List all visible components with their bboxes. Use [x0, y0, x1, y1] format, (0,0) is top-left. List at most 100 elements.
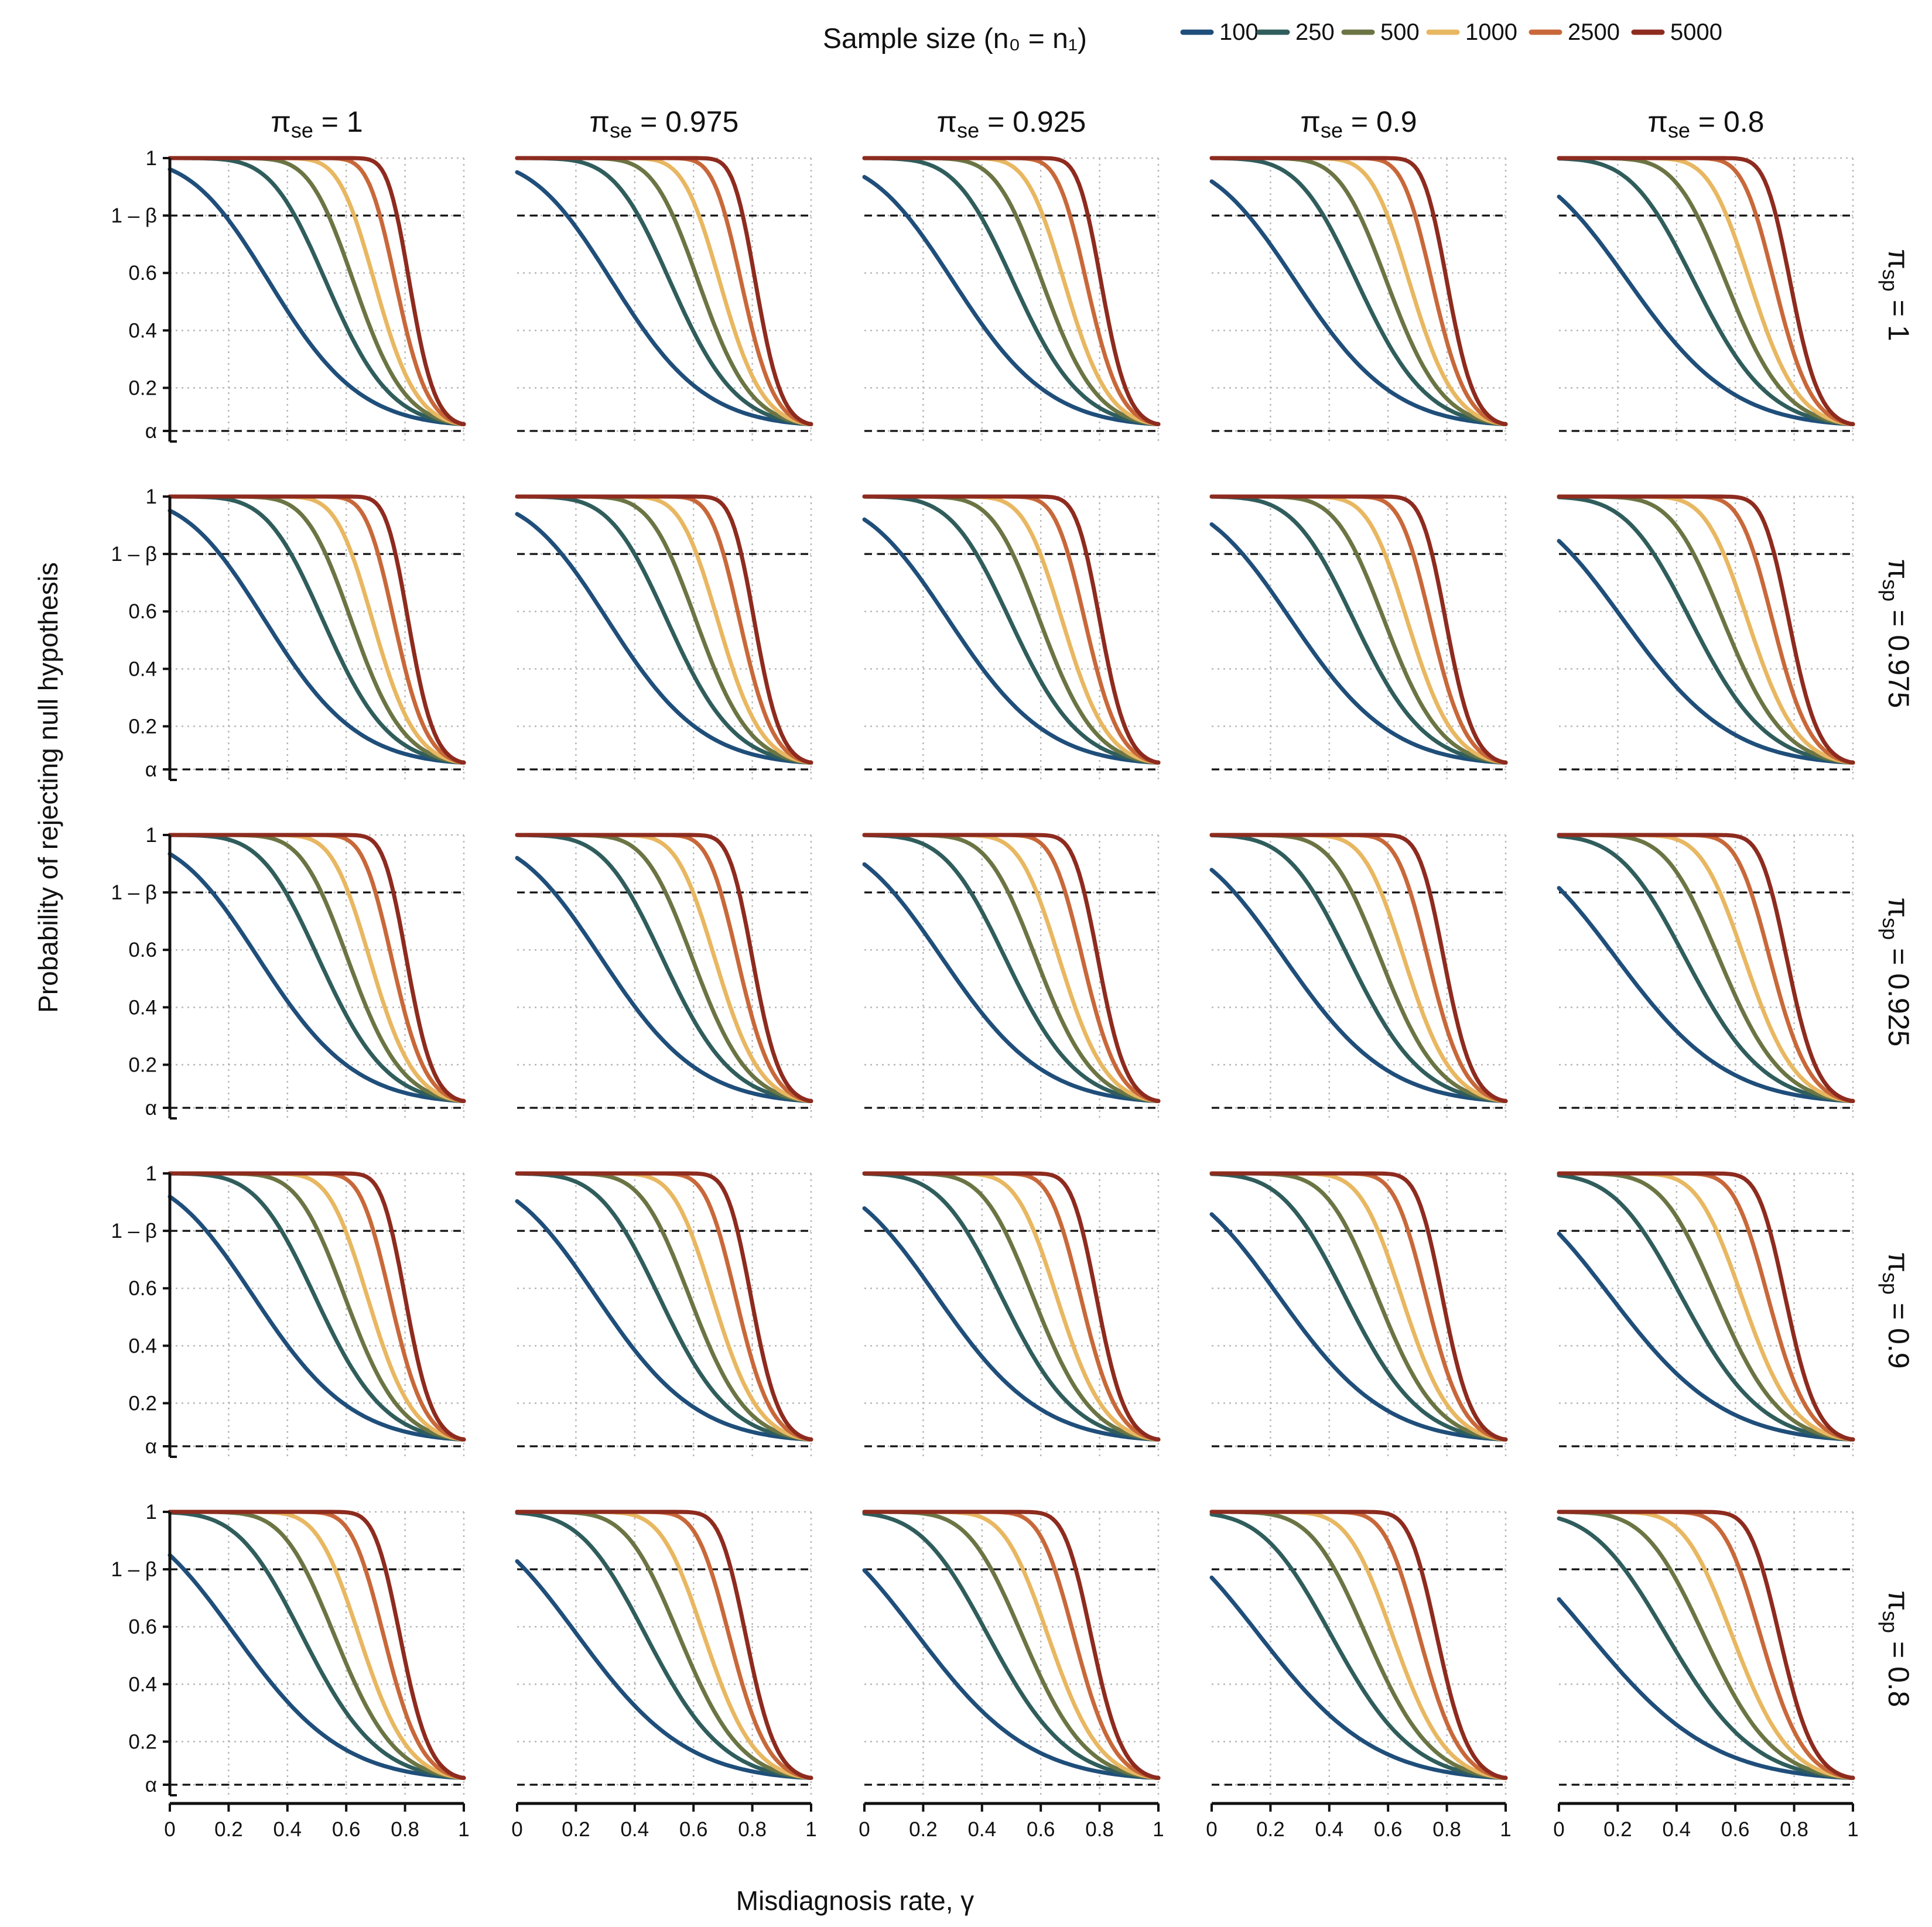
series-100 — [1209, 522, 1508, 765]
series-100 — [167, 851, 466, 1103]
series-5000 — [862, 156, 1161, 426]
x-tick-label: 0.6 — [1374, 1818, 1403, 1841]
series-250 — [1209, 494, 1508, 765]
x-tick-label: 0.6 — [1721, 1818, 1750, 1841]
panel-r1-c5 — [1557, 156, 1855, 444]
legend-label-250: 250 — [1295, 19, 1335, 45]
series-500 — [1557, 1510, 1855, 1780]
series-5000 — [862, 833, 1161, 1103]
legend-title: Sample size (n₀ = n₁) — [823, 23, 1087, 54]
series-2500 — [1557, 156, 1855, 426]
row-title-4: πsp = 0.9 — [1878, 1252, 1915, 1368]
y-tick-label: α — [145, 420, 157, 443]
column-title-5: πse = 0.8 — [1647, 105, 1764, 142]
column-title-4: πse = 0.9 — [1300, 105, 1417, 142]
series-2500 — [1557, 833, 1855, 1103]
panel-r3-c1: α 0.2 0.4 0.6 1 – β 1 — [111, 824, 466, 1121]
x-tick-label: 0 — [164, 1818, 175, 1841]
x-tick-label: 0.8 — [1432, 1818, 1461, 1841]
y-tick-label: 1 — [146, 824, 157, 847]
y-tick-label: 0.6 — [128, 939, 157, 961]
series-5000 — [1557, 1171, 1855, 1442]
x-tick-label: 0 — [511, 1818, 522, 1841]
y-tick-label: α — [145, 758, 157, 781]
series-100 — [1557, 886, 1855, 1103]
series-1000 — [167, 1510, 466, 1780]
series-500 — [862, 1171, 1161, 1442]
series-250 — [862, 156, 1161, 426]
series-250 — [1557, 1173, 1855, 1442]
y-tick-label: 0.4 — [128, 658, 157, 680]
x-tick-label: 0.8 — [1085, 1818, 1114, 1841]
y-tick-label: 0.4 — [128, 1334, 157, 1357]
series-1000 — [167, 156, 466, 426]
y-tick-label: 0.2 — [128, 1053, 157, 1076]
y-tick-label: 0.4 — [128, 319, 157, 342]
series-2500 — [515, 833, 813, 1103]
y-tick-label: 0.2 — [128, 715, 157, 738]
x-tick-label: 0.4 — [273, 1818, 302, 1841]
series-100 — [862, 517, 1161, 765]
y-tick-label: 1 — [146, 1162, 157, 1185]
series-100 — [515, 855, 813, 1103]
y-tick-label: 0.4 — [128, 996, 157, 1019]
series-5000 — [862, 1510, 1161, 1780]
y-tick-label: α — [145, 1774, 157, 1796]
panel-r4-c3 — [862, 1171, 1161, 1459]
x-tick-label: 0.6 — [332, 1818, 361, 1841]
series-100 — [1209, 179, 1508, 426]
row-title-3: πsp = 0.925 — [1878, 898, 1915, 1047]
x-tick-label: 0 — [1553, 1818, 1564, 1841]
series-5000 — [167, 156, 466, 426]
panel-r1-c1: α 0.2 0.4 0.6 1 – β 1 — [111, 147, 466, 444]
y-axis-title: Probability of rejecting null hypothesis — [33, 562, 63, 1013]
series-100 — [1209, 1212, 1508, 1442]
series-100 — [862, 1568, 1161, 1780]
x-tick-label: 1 — [1847, 1818, 1858, 1841]
panel-r2-c3 — [862, 494, 1161, 782]
y-tick-label: 0.6 — [128, 262, 157, 285]
panel-r1-c2 — [515, 156, 813, 444]
series-250 — [167, 833, 466, 1103]
series-1000 — [1557, 156, 1855, 426]
x-tick-label: 0 — [859, 1818, 870, 1841]
series-5000 — [167, 1510, 466, 1780]
series-5000 — [1557, 1510, 1855, 1780]
series-100 — [515, 1559, 813, 1780]
panel-r4-c1: α 0.2 0.4 0.6 1 – β 1 — [111, 1162, 466, 1459]
y-tick-label: 1 — [146, 485, 157, 508]
panel-r1-c4 — [1209, 156, 1508, 444]
series-100 — [862, 862, 1161, 1103]
panel-r2-c5 — [1557, 494, 1855, 782]
x-tick-label: 0.2 — [1603, 1818, 1632, 1841]
series-100 — [862, 174, 1161, 426]
series-250 — [167, 156, 466, 426]
panel-r5-c4: 0 0.2 0.4 0.6 0.8 1 — [1206, 1510, 1512, 1841]
panel-r2-c4 — [1209, 494, 1508, 782]
series-250 — [515, 494, 813, 765]
x-tick-label: 0.8 — [738, 1818, 767, 1841]
series-1000 — [1209, 1171, 1508, 1442]
series-250 — [515, 1171, 813, 1442]
series-2500 — [1209, 156, 1508, 426]
series-500 — [1209, 833, 1508, 1103]
x-tick-label: 0.6 — [679, 1818, 708, 1841]
x-tick-label: 0.4 — [1662, 1818, 1691, 1841]
series-5000 — [167, 494, 466, 765]
series-5000 — [515, 833, 813, 1103]
series-5000 — [1209, 1171, 1508, 1442]
series-500 — [167, 156, 466, 426]
series-5000 — [167, 833, 466, 1103]
x-tick-label: 0.8 — [391, 1818, 419, 1841]
series-250 — [1557, 1516, 1855, 1780]
series-500 — [515, 1510, 813, 1780]
x-tick-label: 0.4 — [1315, 1818, 1343, 1841]
y-tick-label: 0.2 — [128, 1392, 157, 1415]
legend-entries: 100 250 500 1000 2500 5000 — [1180, 19, 1722, 45]
y-tick-label: 0.6 — [128, 1277, 157, 1300]
panel-r4-c4 — [1209, 1171, 1508, 1459]
panel-r3-c3 — [862, 833, 1161, 1121]
column-title-1: πse = 1 — [271, 105, 363, 142]
legend-label-5000: 5000 — [1670, 19, 1722, 45]
